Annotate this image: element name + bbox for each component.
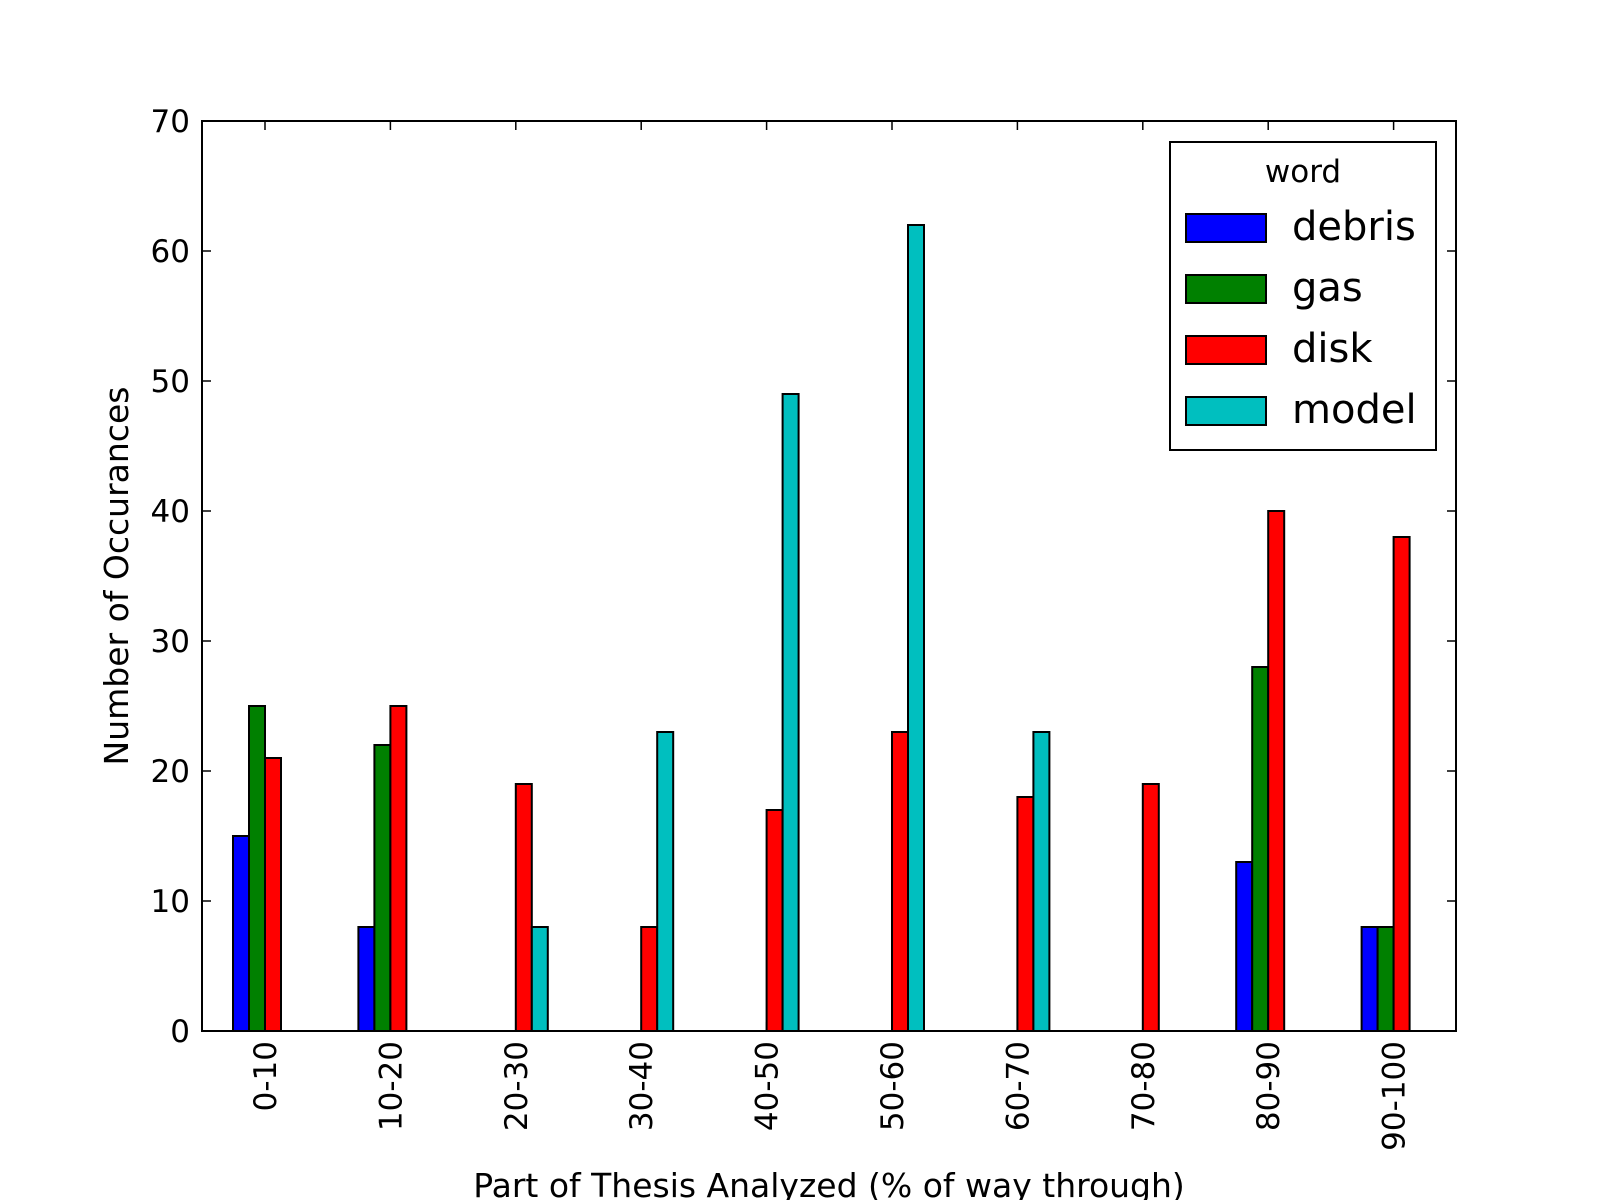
x-tick-label: 10-20 (373, 1041, 409, 1131)
legend-entries: debris gas disk model (1185, 204, 1417, 433)
bar-model-30-40 (656, 731, 675, 1032)
bar-disk-10-20 (389, 705, 408, 1032)
x-tick-label: 70-80 (1126, 1041, 1162, 1131)
bar-disk-50-60 (891, 731, 909, 1032)
y-tick-label: 50 (151, 364, 190, 400)
bar-debris-0-10 (232, 835, 250, 1032)
y-axis-label: Number of Occurances (97, 387, 136, 766)
legend-label-model: model (1292, 387, 1417, 433)
x-axis-label: Part of Thesis Analyzed (% of way throug… (473, 1166, 1185, 1200)
y-tick-label: 70 (151, 104, 190, 140)
bar-disk-70-80 (1141, 783, 1160, 1032)
x-tick-label: 40-50 (750, 1041, 786, 1131)
x-tick-label: 50-60 (875, 1041, 911, 1131)
x-tick-label: 20-30 (499, 1041, 535, 1131)
y-tick-label: 0 (170, 1014, 190, 1050)
bar-disk-90-100 (1392, 536, 1411, 1032)
bar-model-50-60 (907, 224, 925, 1032)
legend-swatch-disk (1185, 335, 1267, 365)
legend-label-disk: disk (1292, 326, 1373, 372)
legend-label-gas: gas (1292, 265, 1363, 311)
bar-debris-10-20 (357, 926, 376, 1032)
y-tick-label: 20 (151, 754, 190, 790)
bar-model-40-50 (781, 393, 800, 1032)
x-tick-label: 60-70 (1000, 1041, 1036, 1131)
bar-disk-60-70 (1016, 796, 1035, 1032)
legend-swatch-gas (1185, 274, 1267, 304)
bar-debris-90-100 (1360, 926, 1379, 1032)
x-tick-label: 80-90 (1251, 1041, 1287, 1131)
plot-frame (201, 120, 1457, 1032)
y-tick-label: 40 (151, 494, 190, 530)
y-tick-label: 10 (151, 884, 190, 920)
x-tick-label: 30-40 (624, 1041, 660, 1131)
bar-gas-0-10 (248, 705, 266, 1032)
bar-debris-80-90 (1235, 861, 1254, 1032)
bar-gas-80-90 (1251, 666, 1270, 1032)
bar-gas-10-20 (373, 744, 392, 1032)
bar-gas-90-100 (1376, 926, 1395, 1032)
y-tick-label: 60 (151, 234, 190, 270)
bar-disk-20-30 (514, 783, 533, 1032)
ticks-layer: 0 10 20 30 40 50 60 70 0-10 10-20 20-30 30-40 40-50 5… (151, 104, 1456, 1151)
legend-title: word (1265, 154, 1341, 190)
legend-swatch-model (1185, 396, 1267, 426)
x-tick-label: 90-100 (1377, 1041, 1413, 1151)
y-tick-label: 30 (151, 624, 190, 660)
legend: word debris gas disk model (1169, 141, 1437, 451)
bar-disk-80-90 (1267, 510, 1286, 1032)
legend-swatch-debris (1185, 213, 1267, 243)
bar-model-20-30 (530, 926, 549, 1032)
bar-disk-40-50 (765, 809, 784, 1032)
x-tick-label: 0-10 (248, 1041, 284, 1111)
bar-model-60-70 (1032, 731, 1051, 1032)
bar-disk-0-10 (264, 757, 282, 1032)
bar-disk-30-40 (640, 926, 659, 1032)
legend-label-debris: debris (1292, 204, 1416, 250)
